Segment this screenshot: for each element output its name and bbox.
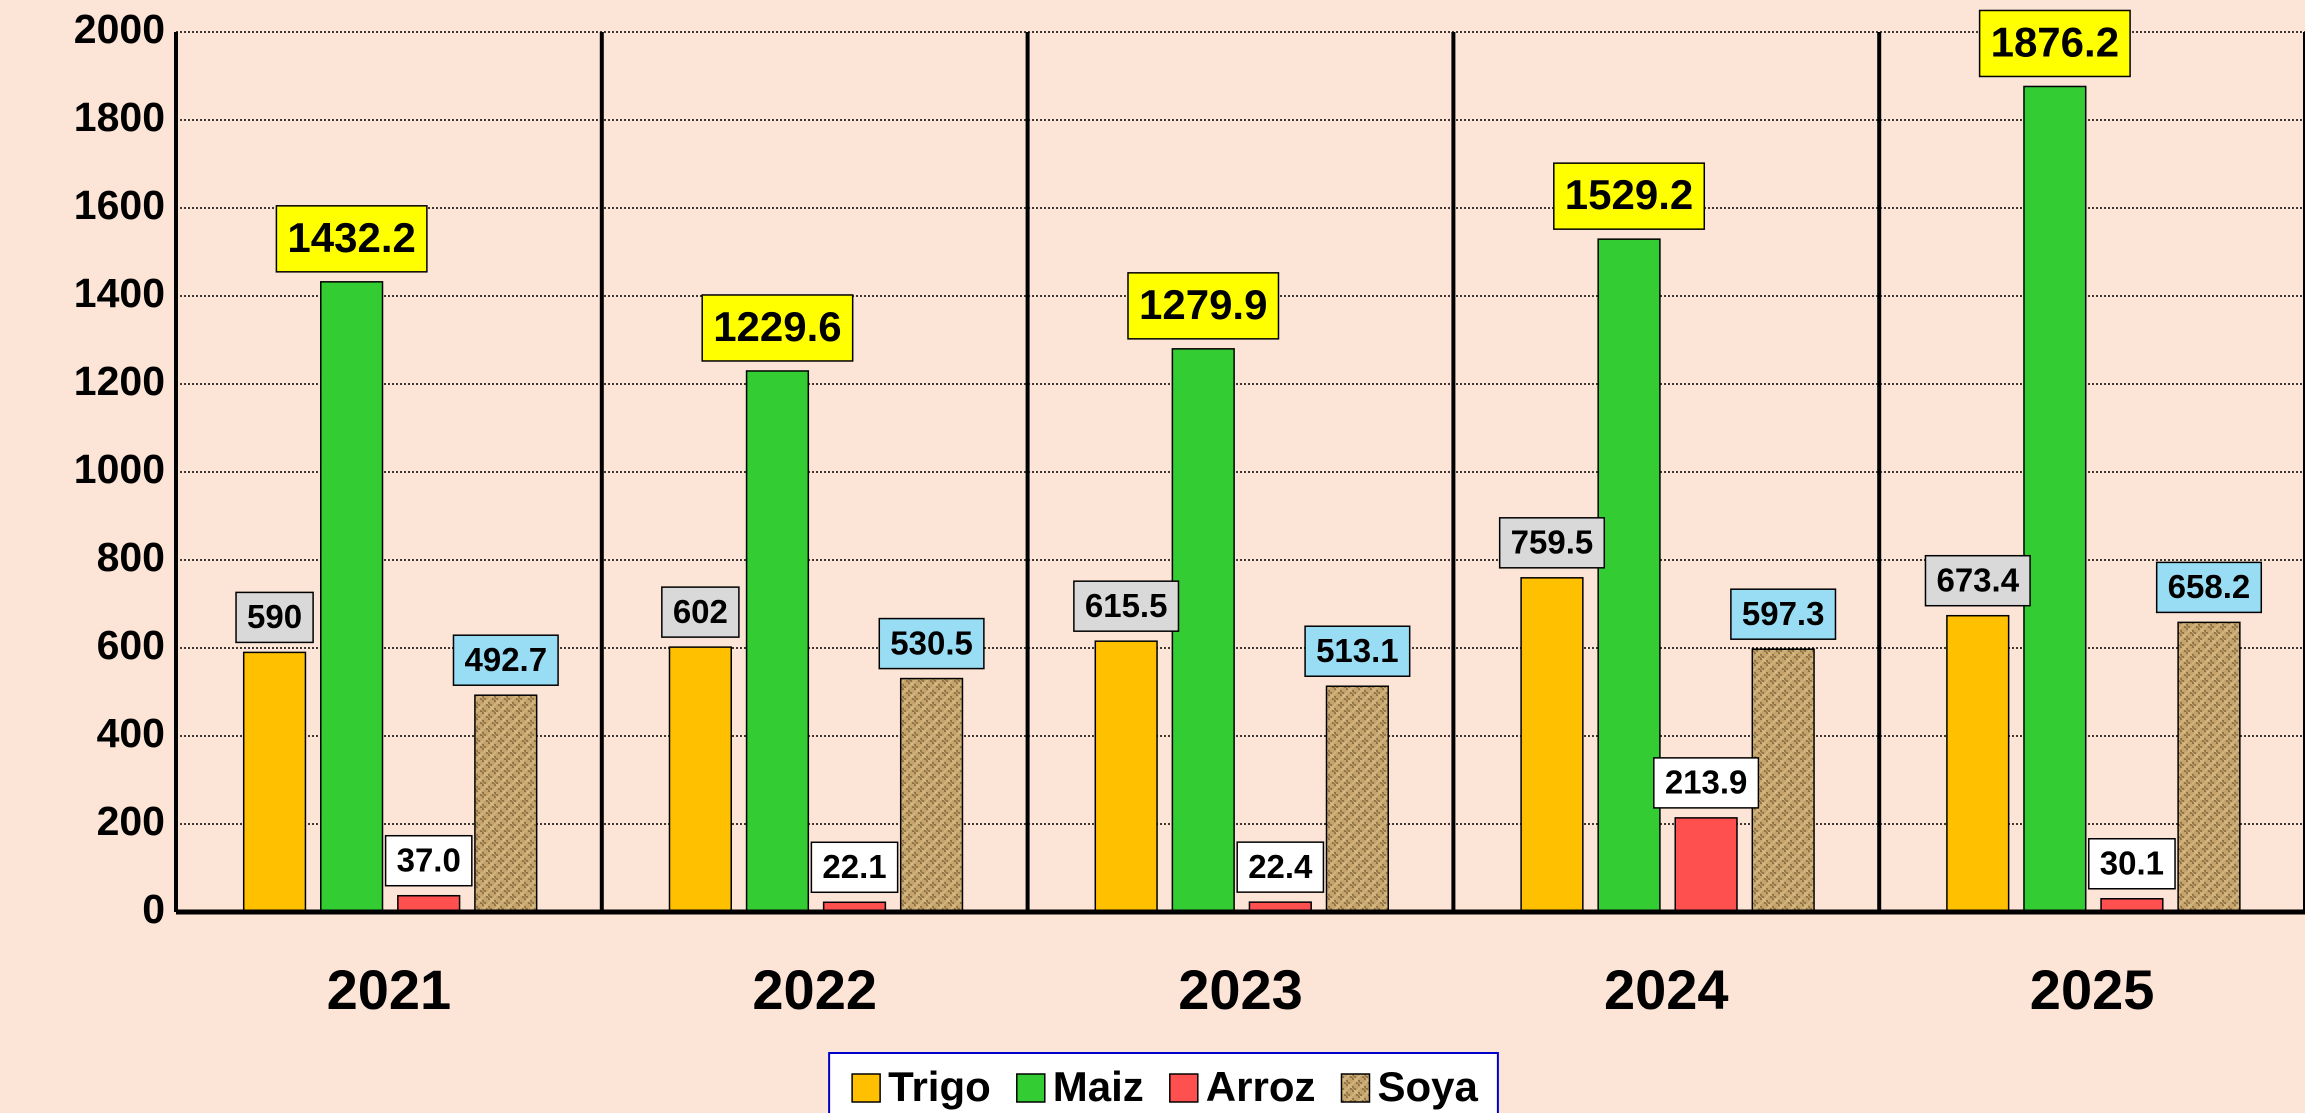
legend [828, 1052, 1499, 1113]
bar [1597, 238, 1661, 913]
data-label: 658.2 [2168, 568, 2251, 605]
x-tick-label: 2023 [1178, 958, 1303, 1021]
y-tick-label: 1800 [74, 94, 165, 140]
bar [1094, 640, 1158, 913]
legend-label: Arroz [1206, 1063, 1316, 1110]
bar [1520, 577, 1584, 913]
y-tick-label: 600 [97, 622, 165, 668]
data-label-box [384, 834, 473, 887]
data-label: 1432.2 [287, 214, 415, 261]
data-label: 30.1 [2100, 844, 2164, 881]
bar [2177, 621, 2241, 913]
data-label-box [701, 294, 854, 362]
bar [1171, 348, 1235, 913]
data-label-box [275, 205, 428, 273]
data-label-box [1730, 588, 1837, 640]
y-tick-label: 1000 [74, 446, 165, 492]
legend-label: Soya [1377, 1063, 1478, 1110]
legend-swatch [1340, 1073, 1371, 1103]
legend-swatch [851, 1073, 881, 1103]
bar [899, 677, 964, 913]
y-tick-label: 1200 [74, 358, 165, 404]
data-label: 1876.2 [1991, 19, 2119, 66]
data-label: 615.5 [1085, 587, 1168, 624]
y-tick-label: 1600 [74, 182, 165, 228]
data-label-box [1498, 517, 1606, 569]
y-tick-label: 0 [142, 886, 165, 932]
data-label-box [1304, 625, 1411, 677]
data-label: 759.5 [1511, 524, 1594, 561]
bar [1946, 614, 2010, 913]
data-label-box [1127, 272, 1280, 340]
legend-label: Trigo [888, 1063, 991, 1110]
x-tick-label: 2022 [752, 958, 877, 1021]
data-label: 513.1 [1316, 632, 1399, 669]
data-label-box [2155, 561, 2263, 614]
data-label-box [2088, 838, 2176, 890]
y-tick-label: 2000 [74, 6, 165, 52]
data-label: 597.3 [1742, 595, 1825, 632]
data-label-box [1924, 554, 2031, 607]
bar [474, 694, 538, 913]
data-label: 37.0 [397, 841, 461, 878]
data-label-box [810, 841, 899, 894]
bar [2023, 85, 2087, 913]
y-tick-label: 200 [97, 798, 165, 844]
data-label-box [1653, 757, 1760, 809]
bar [242, 651, 307, 913]
data-label: 213.9 [1665, 764, 1748, 801]
data-label: 22.4 [1248, 848, 1313, 885]
data-label: 590 [247, 598, 302, 635]
x-tick-label: 2021 [327, 958, 452, 1021]
data-label-box [1553, 162, 1706, 230]
bar [1325, 685, 1390, 913]
data-label: 1529.2 [1565, 171, 1693, 218]
bar [1674, 817, 1738, 913]
data-label: 602 [673, 593, 728, 630]
bar [320, 281, 384, 913]
bar [668, 646, 732, 913]
data-label-box [1978, 9, 2131, 78]
data-label: 492.7 [464, 641, 547, 678]
data-label-box [661, 586, 740, 638]
y-tick-label: 400 [97, 710, 165, 756]
bar [1751, 648, 1815, 913]
data-label: 530.5 [890, 624, 973, 661]
data-label: 22.1 [822, 848, 886, 885]
data-label: 673.4 [1936, 561, 2019, 598]
x-tick-label: 2024 [1604, 958, 1729, 1021]
data-label-box [235, 591, 314, 644]
data-label-box [878, 617, 985, 670]
data-label-box [452, 634, 559, 686]
legend-swatch [1169, 1073, 1199, 1103]
data-label-box [1073, 580, 1180, 632]
y-tick-label: 800 [97, 534, 165, 580]
y-tick-label: 1400 [74, 270, 165, 316]
legend-label: Maiz [1053, 1063, 1144, 1110]
x-tick-label: 2025 [2030, 958, 2155, 1021]
data-label: 1279.9 [1139, 281, 1267, 328]
data-label-box [1236, 841, 1325, 893]
legend-swatch [1016, 1073, 1046, 1103]
bar [745, 370, 810, 913]
data-label: 1229.6 [713, 303, 841, 350]
